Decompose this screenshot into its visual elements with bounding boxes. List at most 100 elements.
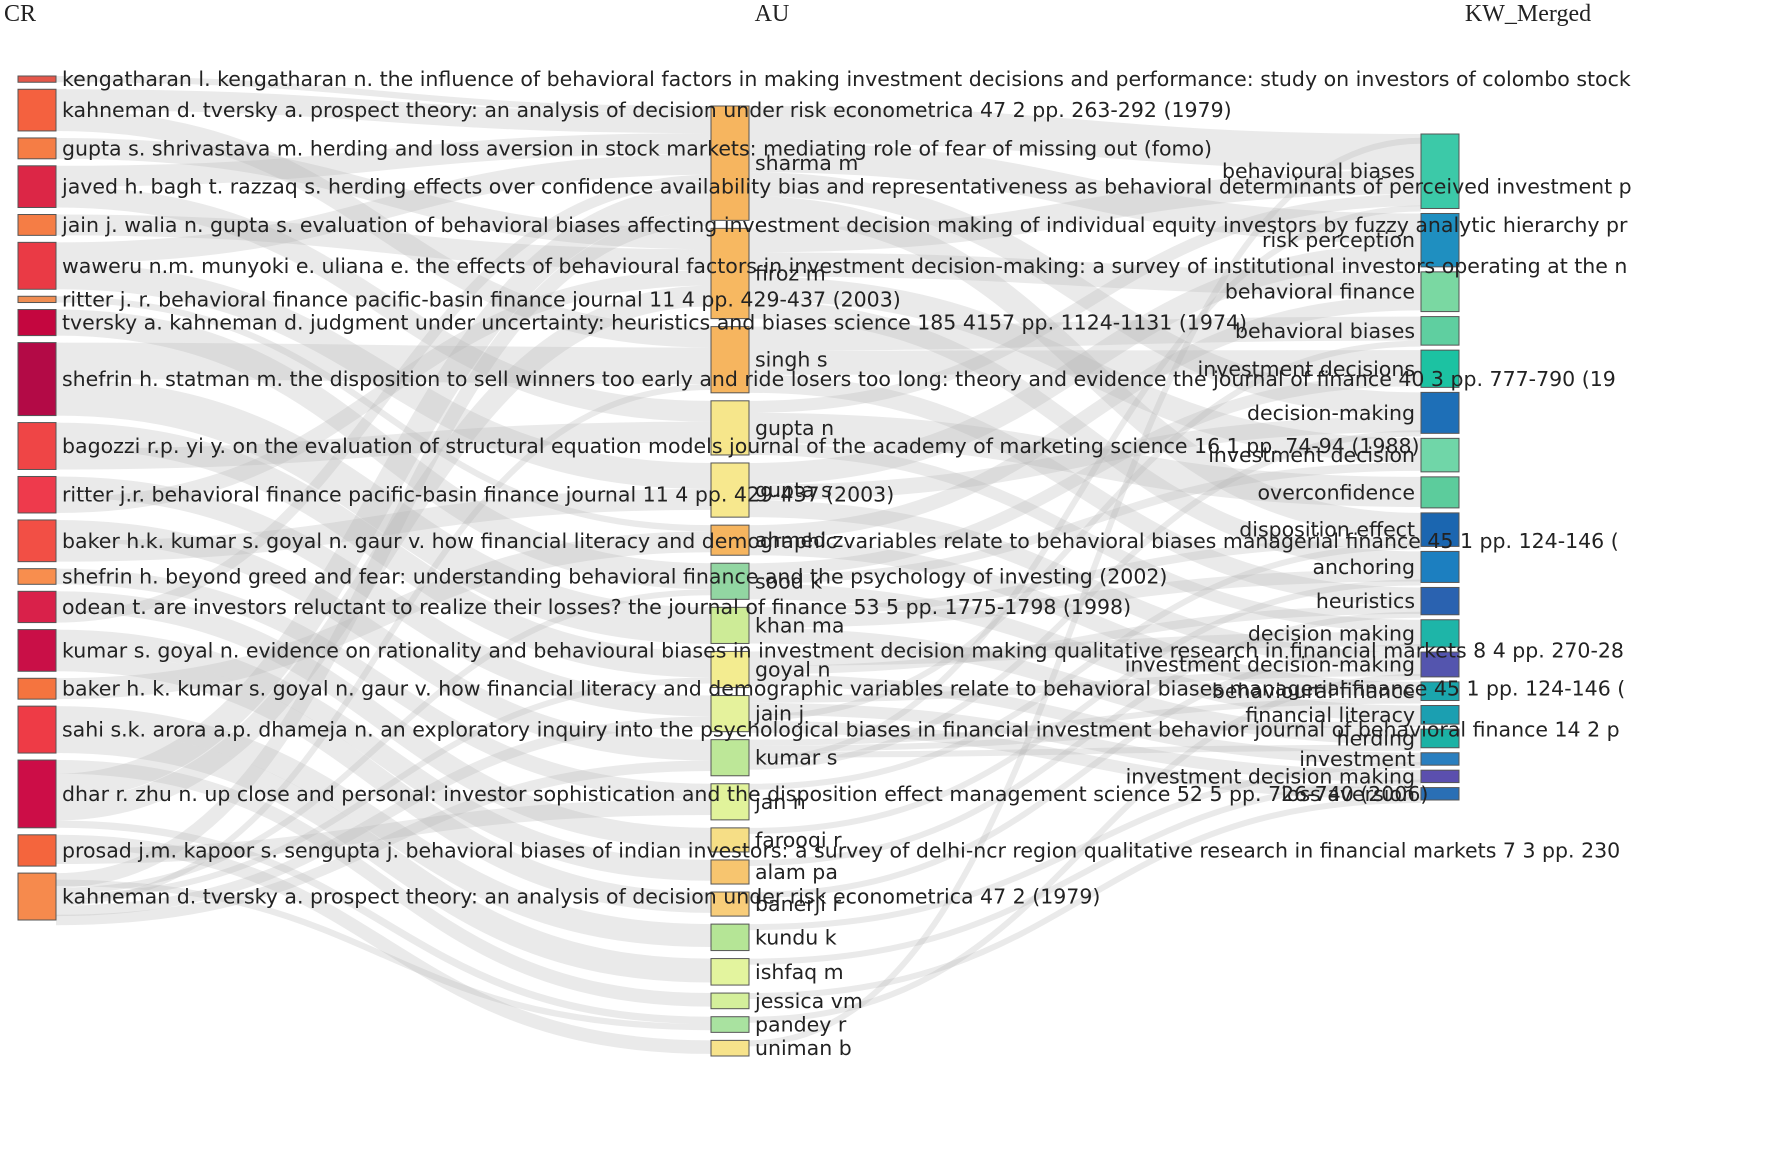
kw-node[interactable] — [1420, 681, 1460, 702]
au-kw-flow — [748, 350, 1422, 375]
kw-node-label: decision-making — [1247, 401, 1415, 425]
cr-au-flow — [55, 421, 712, 470]
cr-node-label: kahneman d. tversky a. prospect theory: … — [62, 885, 1100, 909]
cr-node[interactable] — [17, 75, 57, 83]
au-node[interactable] — [710, 827, 750, 853]
cr-node[interactable] — [17, 590, 57, 624]
column-title-au: AU — [755, 1, 790, 27]
au-kw-flow — [748, 442, 1422, 632]
au-node[interactable] — [710, 562, 750, 600]
kw-node-label: disposition effect — [1239, 518, 1415, 542]
au-node[interactable] — [710, 739, 750, 777]
cr-node[interactable] — [17, 705, 57, 754]
au-node-label: pandey r — [755, 1013, 847, 1037]
cr-node[interactable] — [17, 214, 57, 236]
cr-node[interactable] — [17, 568, 57, 585]
kw-node[interactable] — [1420, 437, 1460, 473]
cr-node[interactable] — [17, 165, 57, 209]
cr-au-flow — [55, 270, 712, 513]
cr-node[interactable] — [17, 834, 57, 867]
au-node[interactable] — [710, 992, 750, 1010]
cr-node[interactable] — [17, 519, 57, 563]
node-layer — [17, 75, 1460, 1057]
kw-node-label: behavioral biases — [1235, 319, 1415, 343]
kw-node[interactable] — [1420, 133, 1460, 209]
au-kw-flow — [748, 539, 1422, 698]
cr-node[interactable] — [17, 422, 57, 470]
cr-node[interactable] — [17, 677, 57, 700]
au-kw-flow — [748, 744, 1422, 758]
cr-node-label: bagozzi r.p. yi y. on the evaluation of … — [62, 434, 1420, 458]
au-kw-flow — [748, 668, 1422, 703]
au-kw-flow — [748, 194, 1422, 413]
kw-node[interactable] — [1420, 271, 1460, 313]
cr-node[interactable] — [17, 475, 57, 514]
au-node[interactable] — [710, 227, 750, 320]
kw-node-label: investment — [1299, 747, 1415, 771]
cr-au-flow — [55, 629, 712, 881]
au-node[interactable] — [710, 958, 750, 986]
au-kw-flow — [748, 631, 1422, 666]
kw-node[interactable] — [1420, 787, 1460, 801]
flow-layer — [55, 76, 1422, 1054]
cr-node-label: gupta s. shrivastava m. herding and loss… — [62, 136, 1212, 160]
cr-node[interactable] — [17, 241, 57, 290]
kw-node[interactable] — [1420, 586, 1460, 616]
au-kw-flow — [748, 673, 1422, 1023]
au-node[interactable] — [710, 1039, 750, 1057]
au-kw-flow — [748, 252, 1422, 296]
au-node[interactable] — [710, 400, 750, 456]
au-kw-flow — [748, 172, 1422, 417]
kw-node[interactable] — [1420, 728, 1460, 749]
au-node[interactable] — [710, 105, 750, 221]
column-title-cr: CR — [4, 1, 36, 27]
kw-node[interactable] — [1420, 391, 1460, 434]
cr-au-flow — [55, 89, 712, 134]
cr-node-label: kengatharan l. kengatharan n. the influe… — [62, 67, 1631, 91]
au-kw-flow — [748, 500, 1422, 669]
cr-node[interactable] — [17, 137, 57, 160]
kw-node[interactable] — [1420, 550, 1460, 583]
au-node[interactable] — [710, 326, 750, 394]
cr-node-label: baker h.k. kumar s. goyal n. gaur v. how… — [62, 529, 1619, 553]
au-node[interactable] — [710, 859, 750, 885]
au-kw-flow — [748, 340, 1422, 721]
kw-node[interactable] — [1420, 651, 1460, 678]
au-node-label: farooqi r — [755, 828, 842, 852]
kw-node[interactable] — [1420, 705, 1460, 725]
au-node[interactable] — [710, 1016, 750, 1033]
au-node[interactable] — [710, 462, 750, 518]
kw-node[interactable] — [1420, 349, 1460, 388]
cr-node[interactable] — [17, 88, 57, 132]
kw-node[interactable] — [1420, 316, 1460, 346]
cr-node[interactable] — [17, 759, 57, 829]
au-node[interactable] — [710, 650, 750, 689]
cr-au-flow — [55, 186, 712, 422]
kw-node-label: anchoring — [1313, 555, 1416, 579]
kw-node[interactable] — [1420, 476, 1460, 509]
cr-au-flow — [55, 379, 712, 644]
au-node[interactable] — [710, 783, 750, 821]
kw-node[interactable] — [1420, 212, 1460, 268]
cr-node-label: waweru n.m. munyoki e. uliana e. the eff… — [62, 254, 1627, 278]
kw-node[interactable] — [1420, 752, 1460, 766]
au-node[interactable] — [710, 695, 750, 733]
cr-au-flow — [55, 285, 712, 821]
cr-node[interactable] — [17, 295, 57, 304]
kw-node[interactable] — [1420, 769, 1460, 784]
kw-node[interactable] — [1420, 512, 1460, 547]
au-node[interactable] — [710, 923, 750, 952]
au-node[interactable] — [710, 606, 750, 644]
au-kw-flow — [748, 300, 1422, 570]
cr-node-label: kumar s. goyal n. evidence on rationalit… — [62, 638, 1624, 662]
kw-node[interactable] — [1420, 619, 1460, 648]
au-node-label: khan ma — [755, 613, 844, 637]
cr-node[interactable] — [17, 629, 57, 672]
au-node[interactable] — [710, 891, 750, 917]
cr-node[interactable] — [17, 872, 57, 921]
au-node-label: jan n — [754, 790, 806, 814]
cr-node[interactable] — [17, 342, 57, 417]
kw-node-label: behavioral finance — [1225, 280, 1415, 304]
cr-node[interactable] — [17, 309, 57, 337]
au-node[interactable] — [710, 524, 750, 556]
